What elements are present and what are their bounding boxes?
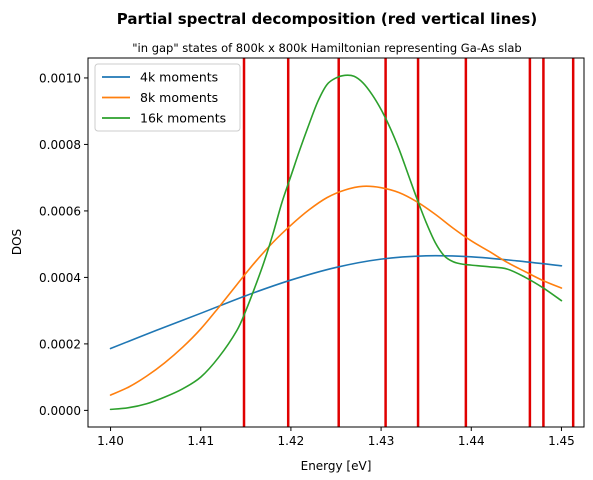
legend: 4k moments 8k moments 16k moments [94,63,241,132]
series-lines [109,74,563,411]
legend-label-0: 4k moments [140,70,218,85]
chart-title: Partial spectral decomposition (red vert… [117,10,537,28]
series-line-1 [109,185,563,396]
x-tick-label-4: 1.44 [458,434,485,448]
y-tick-label-4: 0.0008 [39,138,81,152]
y-tick-label-2: 0.0004 [39,271,81,285]
legend-label-1: 8k moments [140,90,218,105]
series-line-2 [109,74,563,411]
y-tick-label-5: 0.0010 [39,71,81,85]
series-line-0 [109,254,563,350]
red-vertical-lines [242,58,575,427]
plot-frame [87,57,585,428]
y-tick-label-0: 0.0000 [39,404,81,418]
x-axis-label: Energy [eV] [301,459,372,473]
x-tick-label-2: 1.42 [278,434,305,448]
x-tick-label-1: 1.41 [187,434,214,448]
y-tick-label-1: 0.0002 [39,337,81,351]
x-tick-label-3: 1.43 [368,434,395,448]
legend-label-2: 16k moments [140,111,226,126]
y-axis-label: DOS [10,229,24,255]
chart-subtitle: "in gap" states of 800k x 800k Hamiltoni… [132,41,521,55]
y-tick-label-3: 0.0006 [39,204,81,218]
x-tick-label-0: 1.40 [97,434,124,448]
x-tick-label-5: 1.45 [548,434,575,448]
legend-box [94,63,241,132]
y-axis-ticks: 0.0000 0.0002 0.0004 0.0006 0.0008 0.0010 [39,71,88,418]
x-axis-ticks: 1.40 1.41 1.42 1.43 1.44 1.45 [97,427,575,448]
